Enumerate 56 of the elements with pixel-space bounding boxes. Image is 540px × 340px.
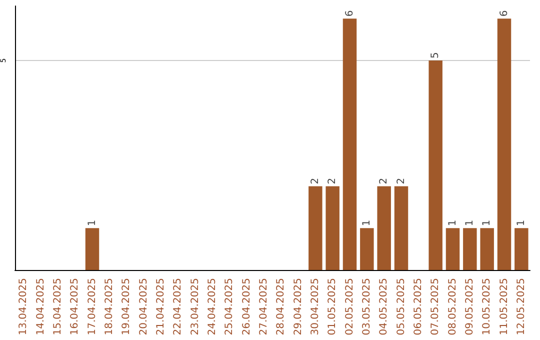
x-tick-label: 17.04.2025 (86, 278, 98, 336)
x-tick-label: 14.04.2025 (35, 278, 46, 336)
data-label: 1 (482, 220, 493, 226)
bar (514, 228, 528, 270)
x-tick-label: 02.05.2025 (344, 278, 356, 336)
x-tick-label: 25.04.2025 (224, 278, 236, 336)
bar (377, 186, 391, 270)
x-tick-label: 19.04.2025 (121, 278, 132, 336)
x-tick-label: 15.04.2025 (52, 278, 64, 336)
bar (308, 186, 322, 270)
x-tick-label: 03.05.2025 (361, 278, 372, 336)
data-label: 6 (344, 10, 356, 17)
bar (463, 228, 477, 270)
data-label: 2 (378, 178, 390, 184)
x-tick-label: 30.04.2025 (310, 278, 321, 336)
x-tick-label: 01.05.2025 (327, 278, 338, 336)
x-tick-label: 05.05.2025 (396, 278, 407, 336)
bar (497, 18, 512, 270)
x-tick-label: 07.05.2025 (430, 278, 442, 336)
data-label: 2 (327, 178, 338, 184)
bar (342, 18, 357, 270)
data-label: 1 (361, 220, 372, 226)
x-tick-label: 23.04.2025 (190, 278, 201, 336)
x-tick-label: 13.04.2025 (18, 278, 30, 336)
x-tick-label: 29.04.2025 (292, 278, 304, 336)
bar (480, 228, 494, 270)
data-label: 1 (447, 220, 458, 226)
x-tick-label: 09.05.2025 (464, 278, 476, 336)
x-tick-label: 18.04.2025 (104, 278, 115, 336)
bar (360, 228, 374, 270)
x-tick-label: 16.04.2025 (70, 278, 81, 336)
bar (428, 60, 442, 270)
x-tick-label: 24.04.2025 (206, 278, 218, 336)
x-tick-label: 26.04.2025 (241, 278, 252, 336)
x-tick-label: 12.05.2025 (516, 278, 527, 336)
x-tick-label: 11.05.2025 (498, 278, 510, 336)
data-label: 2 (310, 178, 321, 184)
bar (446, 228, 460, 270)
data-label: 5 (430, 52, 442, 58)
bar (85, 228, 100, 270)
x-tick-label: 21.04.2025 (155, 278, 166, 336)
data-label: 1 (516, 220, 527, 226)
x-tick-label: 22.04.2025 (172, 278, 184, 336)
data-label: 1 (86, 220, 98, 226)
data-label: 1 (464, 220, 476, 226)
data-label: 2 (396, 178, 407, 184)
x-tick-label: 10.05.2025 (482, 278, 493, 336)
x-tick-label: 20.04.2025 (138, 278, 150, 336)
bar (394, 186, 408, 270)
data-label: 6 (498, 10, 510, 17)
x-tick-label: 27.04.2025 (258, 278, 270, 336)
x-tick-label: 04.05.2025 (378, 278, 390, 336)
x-tick-label: 06.05.2025 (412, 278, 424, 336)
x-tick-label: 28.04.2025 (276, 278, 287, 336)
bar (326, 186, 340, 270)
x-tick-label: 08.05.2025 (447, 278, 458, 336)
